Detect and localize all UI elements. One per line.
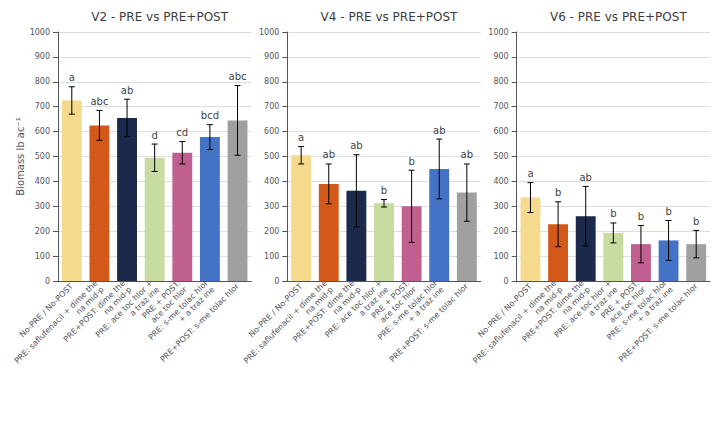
svg-text:b: b: [555, 187, 561, 198]
svg-text:b: b: [693, 216, 699, 227]
svg-text:V6 - PRE vs PRE+POST: V6 - PRE vs PRE+POST: [550, 10, 687, 24]
svg-text:na mid-p: na mid-p: [533, 285, 565, 317]
svg-text:a traz ine: a traz ine: [586, 285, 620, 318]
svg-text:200: 200: [493, 227, 508, 236]
svg-text:bcd: bcd: [201, 110, 219, 121]
svg-text:Biomass lb ac⁻¹: Biomass lb ac⁻¹: [15, 117, 26, 195]
svg-text:na mid-p: na mid-p: [101, 285, 134, 317]
svg-text:a: a: [298, 132, 304, 143]
svg-text:PRE: saflufenacil + dime the: PRE: saflufenacil + dime the: [471, 278, 559, 366]
svg-text:ab: ab: [323, 149, 335, 160]
svg-text:PRE + POST:: PRE + POST:: [369, 278, 412, 321]
svg-text:ace toc hlor: ace toc hlor: [149, 285, 189, 325]
svg-text:ace toc hlor: ace toc hlor: [378, 285, 418, 325]
svg-text:PRE: saflufenacil + dime the: PRE: saflufenacil + dime the: [242, 278, 329, 366]
svg-text:No-PRE / No-POST: No-PRE / No-POST: [17, 281, 75, 340]
svg-text:No-PRE / No-POST: No-PRE / No-POST: [247, 281, 305, 340]
svg-text:PRE: ace toc hlor +: PRE: ace toc hlor +: [323, 278, 384, 340]
svg-text:700: 700: [35, 102, 50, 111]
svg-text:PRE: ace toc hlor +: PRE: ace toc hlor +: [552, 278, 614, 340]
svg-text:d: d: [151, 130, 157, 141]
svg-text:1000: 1000: [30, 28, 50, 37]
svg-text:800: 800: [264, 77, 279, 86]
svg-text:ab: ab: [433, 125, 445, 136]
svg-text:PRE + POST:: PRE + POST:: [599, 278, 641, 321]
svg-text:600: 600: [493, 127, 508, 136]
svg-text:900: 900: [264, 52, 279, 61]
svg-text:na mid-p: na mid-p: [303, 285, 336, 317]
svg-text:100: 100: [493, 252, 508, 261]
svg-text:900: 900: [493, 52, 508, 61]
svg-text:300: 300: [35, 202, 50, 211]
svg-text:na mid-p: na mid-p: [74, 285, 106, 317]
svg-text:abc: abc: [229, 71, 247, 82]
svg-text:PRE: saflufenacil + dime the: PRE: saflufenacil + dime the: [12, 278, 100, 366]
svg-text:b: b: [638, 211, 644, 222]
svg-text:ab: ab: [121, 85, 133, 96]
svg-text:PRE: s-me tolac hlor: PRE: s-me tolac hlor: [605, 278, 669, 342]
svg-text:b: b: [665, 206, 671, 217]
svg-text:0: 0: [504, 277, 509, 286]
svg-text:PRE: ace toc hlor +: PRE: ace toc hlor +: [93, 278, 155, 340]
svg-text:100: 100: [35, 252, 50, 261]
svg-text:V4 - PRE vs PRE+POST: V4 - PRE vs PRE+POST: [321, 10, 458, 24]
svg-text:PRE + POST:: PRE + POST:: [140, 278, 183, 321]
svg-text:ab: ab: [461, 149, 473, 160]
svg-text:V2 - PRE vs PRE+POST: V2 - PRE vs PRE+POST: [91, 10, 228, 24]
svg-text:ace toc hlor: ace toc hlor: [607, 285, 648, 325]
svg-text:500: 500: [493, 152, 508, 161]
svg-text:a traz ine: a traz ine: [128, 285, 161, 318]
svg-text:b: b: [408, 156, 414, 167]
svg-text:100: 100: [264, 252, 279, 261]
svg-text:400: 400: [264, 177, 279, 186]
svg-text:800: 800: [35, 77, 50, 86]
svg-text:abc: abc: [90, 96, 108, 107]
svg-text:200: 200: [35, 227, 50, 236]
svg-text:200: 200: [264, 227, 279, 236]
svg-text:na mid-p: na mid-p: [560, 285, 593, 317]
svg-text:+ a traz ine: + a traz ine: [176, 285, 217, 325]
svg-text:900: 900: [35, 52, 50, 61]
svg-text:300: 300: [493, 202, 508, 211]
svg-text:a: a: [69, 72, 75, 83]
svg-text:500: 500: [35, 152, 50, 161]
svg-text:1000: 1000: [488, 28, 508, 37]
svg-text:b: b: [610, 208, 616, 219]
svg-text:PRE+POST: s-me tolac hlor: PRE+POST: s-me tolac hlor: [388, 281, 471, 364]
svg-text:PRE+POST: s-me tolac hlor: PRE+POST: s-me tolac hlor: [617, 281, 700, 364]
svg-text:No-PRE / No-POST: No-PRE / No-POST: [476, 281, 534, 340]
svg-text:ab: ab: [350, 140, 362, 151]
svg-text:cd: cd: [176, 127, 188, 138]
svg-text:600: 600: [264, 127, 279, 136]
svg-text:700: 700: [493, 102, 508, 111]
svg-text:+ a traz ine: + a traz ine: [406, 285, 446, 325]
svg-text:0: 0: [274, 277, 279, 286]
svg-text:0: 0: [45, 277, 50, 286]
svg-text:+ a traz ine: + a traz ine: [635, 285, 675, 325]
svg-text:600: 600: [35, 127, 50, 136]
svg-text:PRE+POST: dime the: PRE+POST: dime the: [520, 278, 586, 344]
svg-text:500: 500: [264, 152, 279, 161]
svg-text:na mid-p: na mid-p: [331, 285, 363, 317]
svg-text:400: 400: [35, 177, 50, 186]
svg-text:1000: 1000: [259, 28, 279, 37]
svg-text:300: 300: [264, 202, 279, 211]
svg-text:PRE: s-me tolac hlor: PRE: s-me tolac hlor: [376, 278, 440, 342]
svg-text:400: 400: [493, 177, 508, 186]
svg-text:PRE+POST: s-me tolac hlor: PRE+POST: s-me tolac hlor: [158, 281, 241, 364]
svg-text:ab: ab: [579, 172, 591, 183]
svg-text:700: 700: [264, 102, 279, 111]
svg-text:a traz ine: a traz ine: [357, 285, 391, 318]
svg-text:PRE+POST: dime the: PRE+POST: dime the: [61, 278, 127, 344]
svg-text:PRE+POST: dime the: PRE+POST: dime the: [291, 278, 357, 344]
svg-text:800: 800: [493, 77, 508, 86]
svg-text:b: b: [381, 185, 387, 196]
svg-text:a: a: [527, 168, 533, 179]
svg-text:PRE: s-me tolac hlor: PRE: s-me tolac hlor: [147, 278, 211, 342]
